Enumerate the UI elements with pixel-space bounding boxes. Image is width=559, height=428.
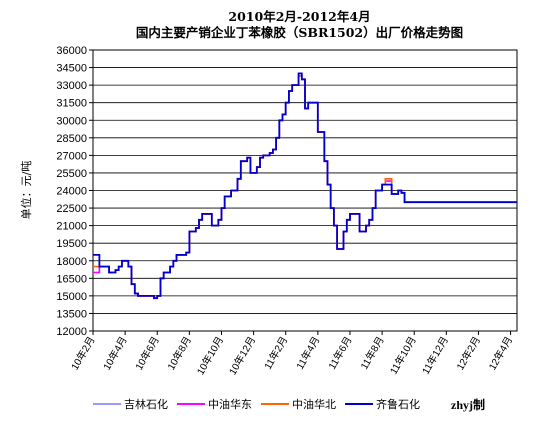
- x-tick-label: 11年4月: [293, 334, 322, 372]
- chart-title: 2010年2月-2012年4月: [228, 9, 371, 24]
- y-tick-label: 28500: [56, 133, 87, 145]
- legend-label: 中油华东: [208, 397, 252, 411]
- x-tick-label: 11年10月: [387, 334, 419, 376]
- y-tick-label: 21000: [56, 221, 87, 233]
- legend-label: 中油华北: [292, 397, 336, 411]
- x-tick-label: 10年8月: [164, 334, 194, 372]
- y-tick-label: 19500: [56, 238, 87, 250]
- x-tick-label: 10年12月: [226, 334, 258, 377]
- x-tick-label: 12年4月: [486, 334, 516, 372]
- y-tick-label: 13500: [56, 308, 87, 320]
- chart-subtitle: 国内主要产销企业丁苯橡胶（SBR1502）出厂价格走势图: [135, 25, 464, 40]
- x-tick-label: 10年6月: [132, 334, 162, 372]
- legend-label: 齐鲁石化: [376, 397, 420, 411]
- y-tick-label: 31500: [56, 98, 87, 110]
- y-tick-label: 30000: [56, 115, 87, 127]
- x-tick-label: 10年4月: [100, 334, 130, 372]
- y-tick-label: 24000: [56, 186, 87, 198]
- x-tick-label: 10年2月: [68, 334, 98, 372]
- y-tick-label: 34500: [56, 63, 87, 75]
- y-tick-label: 25500: [56, 168, 87, 180]
- y-tick-label: 27000: [56, 150, 87, 162]
- series-lines: [93, 72, 517, 300]
- credit-text: zhyj制: [451, 397, 485, 412]
- y-tick-label: 22500: [56, 203, 87, 215]
- y-axis-ticks: 12000 13500 15000 16500 18000 19500 21000 22500…: [56, 45, 93, 338]
- legend: 吉林石化 中油华东 中油华北 齐鲁石化: [93, 397, 420, 411]
- y-tick-label: 12000: [56, 326, 87, 338]
- x-tick-label: 11年2月: [261, 334, 290, 372]
- legend-label: 吉林石化: [124, 397, 168, 411]
- x-tick-label: 11年6月: [325, 334, 354, 372]
- y-tick-label: 16500: [56, 273, 87, 285]
- y-tick-label: 18000: [56, 256, 87, 268]
- x-axis-ticks: 10年2月 10年4月 10年6月 10年8月 10年10月 10年12月 11年2月 11年…: [68, 331, 515, 377]
- y-tick-label: 33000: [56, 80, 87, 92]
- gridlines: [93, 67, 517, 314]
- series-line-4: [93, 72, 517, 300]
- y-tick-label: 36000: [56, 45, 87, 57]
- x-tick-label: 10年10月: [194, 334, 226, 377]
- x-tick-label: 11年8月: [357, 334, 386, 372]
- x-tick-label: 12年2月: [453, 334, 483, 372]
- y-tick-label: 15000: [56, 291, 87, 303]
- x-tick-label: 11年12月: [419, 334, 451, 376]
- y-axis-label: 单位：元/吨: [19, 161, 33, 220]
